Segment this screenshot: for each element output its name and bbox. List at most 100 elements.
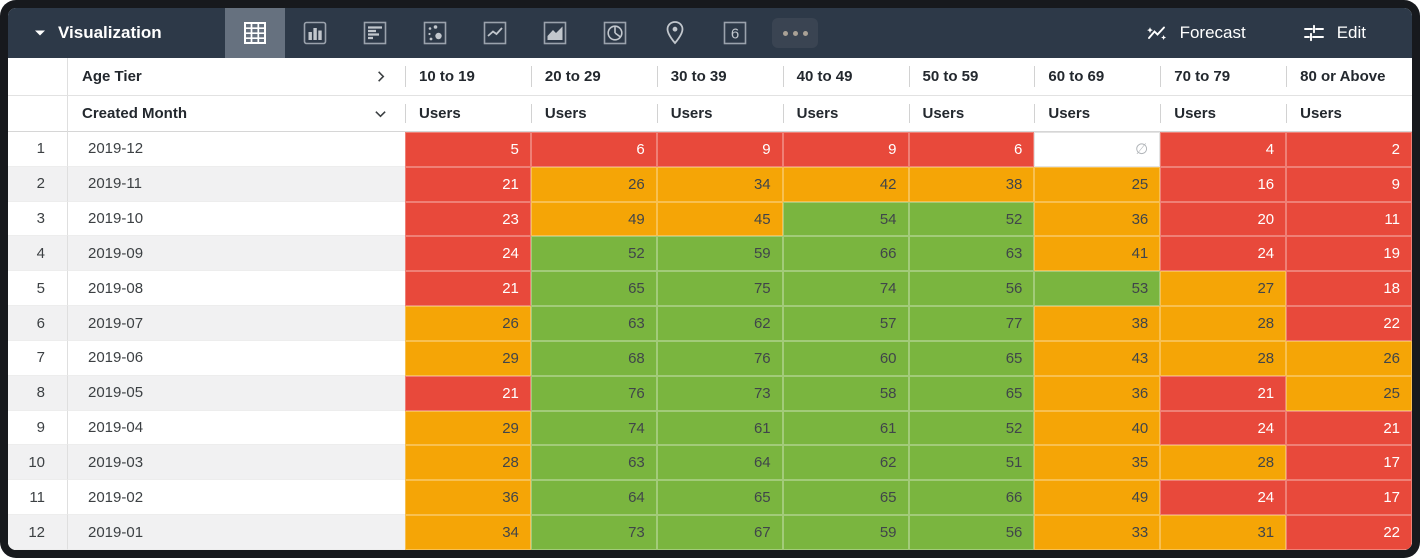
data-cell[interactable]: 40 xyxy=(1034,410,1161,446)
data-cell[interactable]: 54 xyxy=(782,201,909,237)
data-cell[interactable]: 31 xyxy=(1160,515,1287,550)
data-cell[interactable]: 64 xyxy=(530,480,657,516)
data-cell[interactable]: 74 xyxy=(782,271,909,307)
data-cell[interactable]: 66 xyxy=(782,236,909,272)
row-label-month[interactable]: 2019-08 xyxy=(68,271,405,307)
viz-type-single-value-icon[interactable]: 6 xyxy=(705,8,765,58)
data-cell[interactable]: 49 xyxy=(530,201,657,237)
data-cell[interactable]: 76 xyxy=(656,340,783,376)
row-label-month[interactable]: 2019-06 xyxy=(68,340,405,376)
data-cell[interactable]: 53 xyxy=(1034,271,1161,307)
data-cell[interactable]: 63 xyxy=(530,306,657,341)
users-measure-header-7[interactable]: Users xyxy=(1286,96,1412,132)
row-label-month[interactable]: 2019-01 xyxy=(68,515,405,550)
data-cell[interactable]: 61 xyxy=(782,410,909,446)
data-cell[interactable]: 65 xyxy=(908,375,1035,411)
column-header-80-or-above[interactable]: 80 or Above xyxy=(1286,58,1412,96)
row-label-month[interactable]: 2019-11 xyxy=(68,166,405,202)
data-cell[interactable]: 34 xyxy=(656,166,783,202)
data-cell[interactable]: 52 xyxy=(908,201,1035,237)
data-cell[interactable]: 21 xyxy=(1286,410,1412,446)
data-cell[interactable]: 62 xyxy=(782,445,909,481)
data-cell[interactable]: 26 xyxy=(405,306,531,341)
data-cell[interactable]: 24 xyxy=(1160,480,1287,516)
data-cell[interactable]: 20 xyxy=(1160,201,1287,237)
column-header-10-to-19[interactable]: 10 to 19 xyxy=(405,58,531,96)
row-label-month[interactable]: 2019-12 xyxy=(68,132,405,167)
data-cell[interactable]: 38 xyxy=(908,166,1035,202)
viz-type-area-icon[interactable] xyxy=(525,8,585,58)
data-cell[interactable]: 75 xyxy=(656,271,783,307)
data-cell[interactable]: 49 xyxy=(1034,480,1161,516)
column-header-50-to-59[interactable]: 50 to 59 xyxy=(908,58,1035,96)
data-cell[interactable]: 43 xyxy=(1034,340,1161,376)
visualization-title-dropdown[interactable]: Visualization xyxy=(8,8,225,58)
row-label-month[interactable]: 2019-07 xyxy=(68,306,405,341)
users-measure-header-5[interactable]: Users xyxy=(1034,96,1161,132)
data-cell[interactable]: 29 xyxy=(405,340,531,376)
created-month-header[interactable]: Created Month xyxy=(68,96,405,132)
data-cell[interactable]: 21 xyxy=(1160,375,1287,411)
viz-type-bar-horizontal-icon[interactable] xyxy=(345,8,405,58)
column-header-70-to-79[interactable]: 70 to 79 xyxy=(1160,58,1287,96)
data-cell[interactable]: 74 xyxy=(530,410,657,446)
data-cell[interactable]: 56 xyxy=(908,271,1035,307)
data-cell[interactable]: 17 xyxy=(1286,480,1412,516)
users-measure-header-1[interactable]: Users xyxy=(530,96,657,132)
data-cell[interactable]: 21 xyxy=(405,166,531,202)
data-cell[interactable]: 17 xyxy=(1286,445,1412,481)
data-cell[interactable]: 59 xyxy=(656,236,783,272)
data-cell[interactable]: 35 xyxy=(1034,445,1161,481)
data-cell[interactable]: 28 xyxy=(1160,340,1287,376)
data-cell[interactable]: 51 xyxy=(908,445,1035,481)
data-cell[interactable]: 63 xyxy=(530,445,657,481)
data-cell[interactable]: 52 xyxy=(530,236,657,272)
data-cell[interactable]: 65 xyxy=(908,340,1035,376)
column-header-60-to-69[interactable]: 60 to 69 xyxy=(1034,58,1161,96)
data-cell[interactable]: 36 xyxy=(405,480,531,516)
data-cell[interactable]: 9 xyxy=(656,132,783,167)
data-cell[interactable]: 6 xyxy=(530,132,657,167)
data-cell[interactable]: 73 xyxy=(530,515,657,550)
data-cell[interactable]: 22 xyxy=(1286,515,1412,550)
data-cell[interactable]: 18 xyxy=(1286,271,1412,307)
data-cell[interactable]: 4 xyxy=(1160,132,1287,167)
data-cell[interactable]: 33 xyxy=(1034,515,1161,550)
data-cell[interactable]: 58 xyxy=(782,375,909,411)
data-cell[interactable]: 36 xyxy=(1034,375,1161,411)
data-cell[interactable]: 60 xyxy=(782,340,909,376)
data-cell-null[interactable]: ∅ xyxy=(1034,132,1161,167)
column-header-30-to-39[interactable]: 30 to 39 xyxy=(656,58,783,96)
data-cell[interactable]: 67 xyxy=(656,515,783,550)
data-cell[interactable]: 6 xyxy=(908,132,1035,167)
data-cell[interactable]: 73 xyxy=(656,375,783,411)
data-cell[interactable]: 65 xyxy=(530,271,657,307)
data-cell[interactable]: 22 xyxy=(1286,306,1412,341)
data-cell[interactable]: 19 xyxy=(1286,236,1412,272)
data-cell[interactable]: 21 xyxy=(405,271,531,307)
column-header-20-to-29[interactable]: 20 to 29 xyxy=(530,58,657,96)
row-label-month[interactable]: 2019-02 xyxy=(68,480,405,516)
data-cell[interactable]: 62 xyxy=(656,306,783,341)
data-cell[interactable]: 68 xyxy=(530,340,657,376)
data-cell[interactable]: 9 xyxy=(1286,166,1412,202)
viz-type-table-icon[interactable] xyxy=(225,8,285,58)
row-label-month[interactable]: 2019-03 xyxy=(68,445,405,481)
data-cell[interactable]: 23 xyxy=(405,201,531,237)
data-cell[interactable]: 9 xyxy=(782,132,909,167)
data-cell[interactable]: 2 xyxy=(1286,132,1412,167)
viz-type-map-icon[interactable] xyxy=(645,8,705,58)
data-cell[interactable]: 63 xyxy=(908,236,1035,272)
data-cell[interactable]: 77 xyxy=(908,306,1035,341)
data-cell[interactable]: 45 xyxy=(656,201,783,237)
data-cell[interactable]: 24 xyxy=(1160,410,1287,446)
row-label-month[interactable]: 2019-09 xyxy=(68,236,405,272)
forecast-button[interactable]: Forecast xyxy=(1145,8,1246,58)
viz-type-line-icon[interactable] xyxy=(465,8,525,58)
viz-type-scatter-icon[interactable] xyxy=(405,8,465,58)
age-tier-header[interactable]: Age Tier xyxy=(68,58,405,96)
data-cell[interactable]: 16 xyxy=(1160,166,1287,202)
row-label-month[interactable]: 2019-05 xyxy=(68,375,405,411)
data-cell[interactable]: 52 xyxy=(908,410,1035,446)
data-cell[interactable]: 26 xyxy=(1286,340,1412,376)
